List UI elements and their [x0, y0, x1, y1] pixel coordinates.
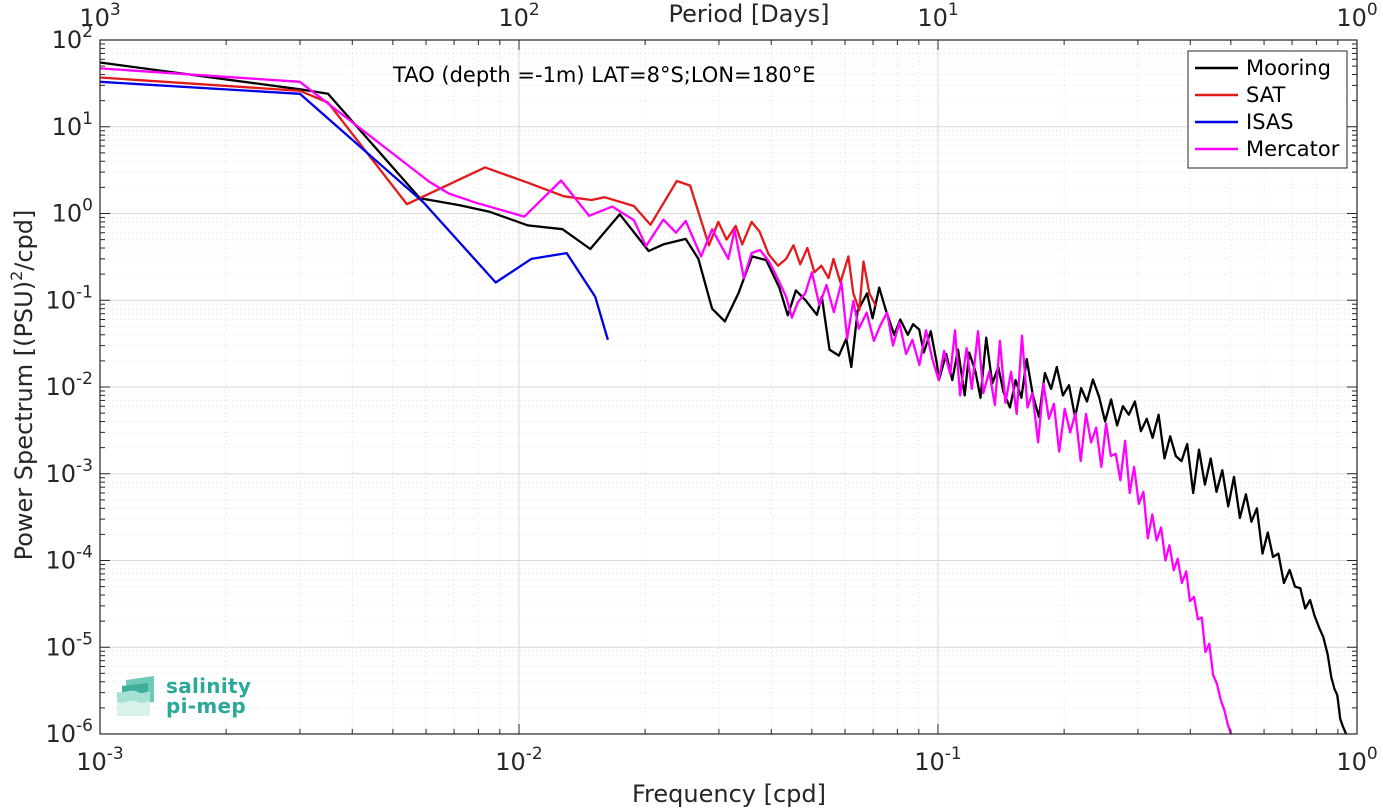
- top-tick-label-exponent: 1: [948, 0, 959, 20]
- y-tick-label: 100: [52, 196, 93, 228]
- salinity-wave-icon: [117, 676, 154, 716]
- x-tick-label-base: 10: [914, 748, 945, 776]
- y-tick-label: 10-6: [46, 716, 94, 748]
- y-tick-label-exponent: -2: [76, 369, 93, 389]
- top-tick-label-exponent: 3: [110, 0, 121, 20]
- series-line-mooring: [100, 61, 1348, 734]
- top-tick-label-exponent: 0: [1367, 0, 1378, 20]
- x-tick-label-base: 10: [495, 748, 526, 776]
- y-tick-label-base: 10: [52, 26, 83, 54]
- legend-items: Mooring SAT ISAS Mercator: [1195, 56, 1340, 161]
- x-tick-label-base: 10: [76, 748, 107, 776]
- y-axis-title-sup: 2: [7, 271, 26, 281]
- y-axis-title-main: Power Spectrum [(PSU): [10, 281, 38, 560]
- salinity-pi-mep-logo: salinity pi-mep: [114, 672, 254, 722]
- legend: Mooring SAT ISAS Mercator: [1187, 50, 1348, 169]
- y-tick-label-exponent: -3: [76, 456, 93, 476]
- y-tick-label: 102: [52, 22, 93, 54]
- x-tick-label: 100: [1336, 744, 1377, 776]
- top-tick-label: 103: [79, 0, 120, 32]
- legend-label-mercator: Mercator: [1246, 137, 1340, 161]
- legend-label-isas: ISAS: [1246, 110, 1294, 134]
- x-tick-label: 10-3: [76, 744, 124, 776]
- x-tick-label-exponent: 0: [1367, 744, 1378, 764]
- y-tick-label-base: 10: [46, 547, 77, 575]
- x-tick-label-exponent: -3: [107, 744, 124, 764]
- x-tick-label: 10-1: [914, 744, 962, 776]
- y-tick-label-base: 10: [46, 286, 77, 314]
- logo-word-pi-mep: pi-mep: [166, 694, 246, 718]
- legend-label-sat: SAT: [1246, 83, 1285, 107]
- y-axis-title: Power Spectrum [(PSU)2/cpd]: [7, 210, 38, 561]
- y-tick-label: 10-3: [46, 456, 94, 488]
- y-tick-label: 10-4: [46, 543, 94, 575]
- top-tick-label: 100: [1336, 0, 1377, 32]
- y-tick-label-exponent: -5: [76, 629, 93, 649]
- series-layer: [100, 61, 1348, 734]
- y-tick-label: 10-1: [46, 282, 94, 314]
- y-tick-label: 10-2: [46, 369, 94, 401]
- top-tick-label: 102: [498, 0, 539, 32]
- series-line-mercator: [100, 67, 1233, 734]
- y-axis-title-tail: /cpd]: [10, 210, 38, 271]
- y-tick-label: 101: [52, 109, 93, 141]
- tick-marks: [99, 39, 1358, 735]
- top-axis-title: Period [Days]: [668, 0, 829, 28]
- y-tick-label-exponent: 0: [82, 196, 93, 216]
- x-tick-label-base: 10: [1336, 748, 1367, 776]
- top-tick-label-base: 10: [1336, 4, 1367, 32]
- legend-label-mooring: Mooring: [1246, 56, 1331, 80]
- y-tick-label-exponent: -6: [76, 716, 93, 736]
- top-tick-label-base: 10: [498, 4, 529, 32]
- y-tick-label-base: 10: [46, 720, 77, 748]
- y-tick-label-base: 10: [52, 200, 83, 228]
- top-tick-label: 101: [917, 0, 958, 32]
- y-tick-label-exponent: -4: [76, 543, 93, 563]
- logo-word-salinity: salinity: [166, 674, 252, 698]
- top-tick-label-base: 10: [79, 4, 110, 32]
- top-tick-label-exponent: 2: [529, 0, 540, 20]
- chart-title: TAO (depth =-1m) LAT=8°S;LON=180°E: [392, 63, 816, 87]
- y-tick-label: 10-5: [46, 629, 94, 661]
- y-tick-label-exponent: 2: [82, 22, 93, 42]
- y-tick-label-base: 10: [46, 460, 77, 488]
- x-tick-label-exponent: -1: [945, 744, 962, 764]
- x-tick-label: 10-2: [495, 744, 543, 776]
- y-tick-label-base: 10: [46, 633, 77, 661]
- x-axis-title: Frequency [cpd]: [632, 780, 826, 808]
- y-tick-label-exponent: -1: [76, 282, 93, 302]
- y-tick-label-base: 10: [46, 373, 77, 401]
- top-tick-label-base: 10: [917, 4, 948, 32]
- y-tick-label-base: 10: [52, 113, 83, 141]
- x-tick-label-exponent: -2: [526, 744, 543, 764]
- series-line-isas: [100, 80, 610, 341]
- major-grid: [99, 39, 1358, 735]
- y-tick-label-exponent: 1: [82, 109, 93, 129]
